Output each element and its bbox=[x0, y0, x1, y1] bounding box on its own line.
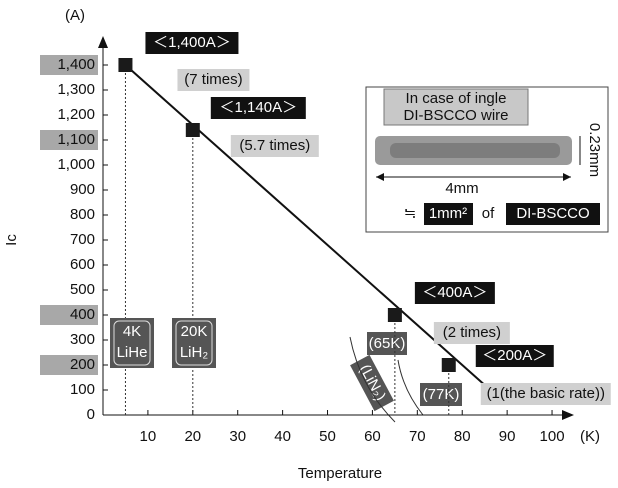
x-tick-label: 70 bbox=[409, 428, 426, 445]
value-label: ＜400A＞ bbox=[422, 284, 487, 301]
of-label: of bbox=[482, 205, 495, 222]
point bbox=[118, 58, 133, 72]
n2-label: (77K) bbox=[423, 386, 460, 403]
area-label: 1mm² bbox=[429, 205, 467, 222]
trend-line bbox=[124, 64, 495, 394]
value-label: ＜1,400A＞ bbox=[153, 34, 231, 51]
x-tick-label: 80 bbox=[454, 428, 471, 445]
inset: In case of ingle DI-BSCCO wire 4mm 0.23m… bbox=[365, 86, 609, 233]
y-tick-highlight bbox=[40, 305, 98, 325]
y-unit: (A) bbox=[65, 7, 85, 24]
ratio-label-box bbox=[480, 383, 611, 405]
n2-label: (65K) bbox=[369, 335, 406, 352]
y-tick-label: 0 bbox=[87, 406, 95, 423]
inset-title: DI-BSCCO wire bbox=[403, 107, 508, 124]
y-tick-label: 1,100 bbox=[57, 131, 95, 148]
coolant-label: 4K bbox=[123, 323, 141, 340]
x-tick-label: 60 bbox=[364, 428, 381, 445]
n2-box bbox=[367, 332, 407, 355]
y-axis-label: Ic bbox=[3, 234, 20, 246]
x-tick-label: 100 bbox=[540, 428, 565, 445]
y-tick-label: 600 bbox=[70, 256, 95, 273]
x-tick-label: 50 bbox=[319, 428, 336, 445]
point bbox=[441, 358, 456, 372]
x-axis-label: Temperature bbox=[298, 465, 382, 482]
coolant-label: 20K bbox=[181, 323, 208, 340]
x-unit: (K) bbox=[580, 428, 600, 445]
ratio-label: (5.7 times) bbox=[239, 137, 310, 154]
y-tick-highlight bbox=[40, 130, 98, 150]
y-tick-label: 700 bbox=[70, 231, 95, 248]
area-box bbox=[424, 203, 473, 225]
y-tick-label: 100 bbox=[70, 381, 95, 398]
width-label: 4mm bbox=[445, 180, 478, 197]
y-tick-label: 1,200 bbox=[57, 106, 95, 123]
material-box bbox=[506, 203, 600, 225]
y-tick-label: 900 bbox=[70, 181, 95, 198]
thickness-label: 0.23mm bbox=[586, 123, 603, 177]
y-tick-highlight bbox=[40, 355, 98, 375]
value-label: ＜1,140A＞ bbox=[220, 99, 298, 116]
n2-box bbox=[350, 354, 394, 412]
value-label-box bbox=[414, 282, 495, 304]
y-tick-label: 1,000 bbox=[57, 156, 95, 173]
approx-sign: ≒ bbox=[404, 205, 417, 222]
y-tick-label: 400 bbox=[70, 306, 95, 323]
wire-core bbox=[390, 143, 560, 158]
x-tick-label: 30 bbox=[229, 428, 246, 445]
y-tick-label: 300 bbox=[70, 331, 95, 348]
x-tick-label: 10 bbox=[140, 428, 157, 445]
y-tick-label: 500 bbox=[70, 281, 95, 298]
ratio-label: (1(the basic rate)) bbox=[487, 385, 605, 402]
ratio-label-box bbox=[177, 69, 250, 91]
coolant-inner bbox=[175, 320, 213, 366]
x-tick-label: 40 bbox=[274, 428, 291, 445]
value-label-box bbox=[475, 345, 554, 367]
y-tick-highlight bbox=[40, 55, 98, 75]
value-label-box bbox=[145, 32, 239, 54]
coolant-label: LiH₂ bbox=[180, 344, 209, 361]
y-tick-label: 1,400 bbox=[57, 56, 95, 73]
point bbox=[185, 123, 200, 137]
value-label: ＜200A＞ bbox=[482, 347, 547, 364]
coolant-inner bbox=[113, 320, 151, 366]
coolant-box bbox=[110, 318, 154, 368]
y-tick-label: 200 bbox=[70, 356, 95, 373]
inset-title: In case of ingle bbox=[406, 90, 507, 107]
x-tick-label: 90 bbox=[499, 428, 516, 445]
ratio-label-box bbox=[230, 135, 319, 157]
material-label: DI-BSCCO bbox=[516, 205, 589, 222]
y-tick-label: 800 bbox=[70, 206, 95, 223]
inset-title-box bbox=[383, 88, 529, 126]
value-label-box bbox=[210, 97, 306, 119]
ratio-label: (2 times) bbox=[443, 324, 501, 341]
point bbox=[387, 308, 402, 322]
coolant-label: LiHe bbox=[117, 344, 148, 361]
ratio-label-box bbox=[433, 322, 510, 344]
x-tick-label: 20 bbox=[184, 428, 201, 445]
coolant-box bbox=[172, 318, 216, 368]
ratio-label: (7 times) bbox=[184, 71, 242, 88]
n2-box bbox=[420, 383, 462, 406]
y-tick-label: 1,300 bbox=[57, 81, 95, 98]
